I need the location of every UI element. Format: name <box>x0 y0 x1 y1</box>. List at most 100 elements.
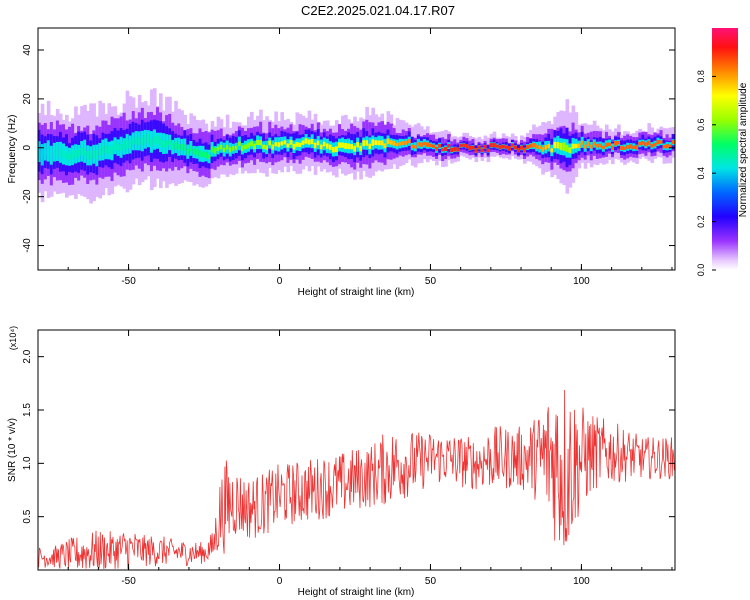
heatmap-cell <box>617 141 621 145</box>
heatmap-cell <box>513 145 518 150</box>
snr-series-line <box>37 389 676 569</box>
heatmap-cell <box>544 145 548 150</box>
heatmap-cell <box>101 145 106 155</box>
heatmap-cell <box>183 143 187 151</box>
heatmap-cell <box>201 151 206 158</box>
heatmap-cell <box>626 145 630 149</box>
heatmap-cell <box>568 147 573 154</box>
spectrogram-xtick-label: 50 <box>425 276 437 287</box>
snr-xtick-label: 50 <box>425 576 437 587</box>
heatmap-cell <box>389 140 394 145</box>
heatmap-cell <box>228 147 233 153</box>
heatmap-cell <box>498 145 503 150</box>
heatmap-cell <box>234 145 239 150</box>
heatmap-cell <box>125 139 130 149</box>
heatmap-cell <box>207 154 212 159</box>
heatmap-cell <box>347 143 351 150</box>
heatmap-cell <box>177 143 181 151</box>
snr-line-layer <box>37 389 676 569</box>
heatmap-cell <box>322 141 327 147</box>
heatmap-cell <box>480 148 485 152</box>
heatmap-cell <box>535 144 539 149</box>
heatmap-cell <box>489 143 494 148</box>
heatmap-cell <box>171 143 175 150</box>
heatmap-cell <box>465 143 470 149</box>
heatmap-cell <box>331 146 336 153</box>
heatmap-cell <box>325 143 330 149</box>
heatmap-cell <box>589 144 594 149</box>
heatmap-cell <box>231 146 236 151</box>
heatmap-cell <box>283 140 288 145</box>
heatmap-cell <box>152 135 157 144</box>
heatmap-cell <box>162 140 166 148</box>
heatmap-cell <box>98 147 102 156</box>
heatmap-cell <box>656 139 661 145</box>
heatmap-cell <box>143 134 148 144</box>
heatmap-cell <box>307 139 312 145</box>
heatmap-cell <box>356 142 360 148</box>
heatmap-cell <box>583 144 588 149</box>
heatmap-cell <box>116 143 121 151</box>
spectrogram-ytick-label: 40 <box>22 44 33 56</box>
heatmap-cell <box>432 144 436 148</box>
spectrogram-xtick-label: 0 <box>277 276 283 287</box>
spectrogram-frame <box>37 27 676 271</box>
heatmap-cell <box>113 140 118 150</box>
snr-xlabel: Height of straight line (km) <box>298 587 415 598</box>
heatmap-cell <box>262 144 266 149</box>
heatmap-cell <box>104 145 109 153</box>
heatmap-cell <box>195 148 200 156</box>
heatmap-cell <box>174 141 178 149</box>
heatmap-cell <box>134 136 139 145</box>
heatmap-cell <box>492 142 497 147</box>
heatmap-cell <box>507 146 512 151</box>
heatmap-cell <box>671 140 676 145</box>
heatmap-cell <box>444 146 448 152</box>
heatmap-cell <box>49 151 54 159</box>
heatmap-cell <box>268 140 272 146</box>
heatmap-cell <box>210 146 215 153</box>
heatmap-cell <box>659 140 664 144</box>
heatmap-cell <box>186 148 190 155</box>
snr-ytick-label: 1.5 <box>22 403 33 417</box>
heatmap-cell <box>592 141 597 146</box>
heatmap-cell <box>137 137 142 145</box>
spectrogram-xtick-label: 100 <box>573 276 590 287</box>
heatmap-cell <box>614 140 618 146</box>
heatmap-cell <box>334 146 339 153</box>
heatmap-cell <box>159 137 163 147</box>
heatmap-cell <box>122 141 127 151</box>
heatmap-cell <box>243 144 248 150</box>
heatmap-cell <box>140 137 145 146</box>
heatmap-cell <box>298 142 303 148</box>
heatmap-cell <box>523 148 527 153</box>
heatmap-cell <box>392 140 397 146</box>
heatmap-cell <box>416 142 421 146</box>
heatmap-cell <box>453 147 457 152</box>
heatmap-cell <box>647 140 652 145</box>
colorbar-gradient <box>712 28 738 270</box>
heatmap-cell <box>83 147 87 156</box>
heatmap-cell <box>52 148 57 156</box>
heatmap-cell <box>623 146 627 150</box>
heatmap-cell <box>665 144 670 149</box>
snr-frame <box>37 329 676 571</box>
heatmap-cell <box>477 145 482 149</box>
heatmap-cell <box>65 152 69 160</box>
heatmap-cell <box>213 147 218 154</box>
heatmap-cell <box>374 140 379 145</box>
heatmap-cell <box>577 143 582 149</box>
heatmap-cell <box>377 140 382 146</box>
heatmap-cell <box>265 145 269 150</box>
heatmap-cell <box>553 141 557 149</box>
heatmap-cell <box>280 141 284 146</box>
heatmap-cell <box>250 141 254 147</box>
heatmap-cell <box>532 142 536 148</box>
snr-panel: -50 0 50 100 0.5 1.0 1.5 2.0 Height of straight… <box>7 326 676 598</box>
heatmap-cell <box>128 140 133 149</box>
heatmap-cell <box>395 142 400 147</box>
heatmap-cell <box>495 144 500 148</box>
heatmap-cell <box>362 140 366 147</box>
heatmap-cell <box>256 139 260 145</box>
